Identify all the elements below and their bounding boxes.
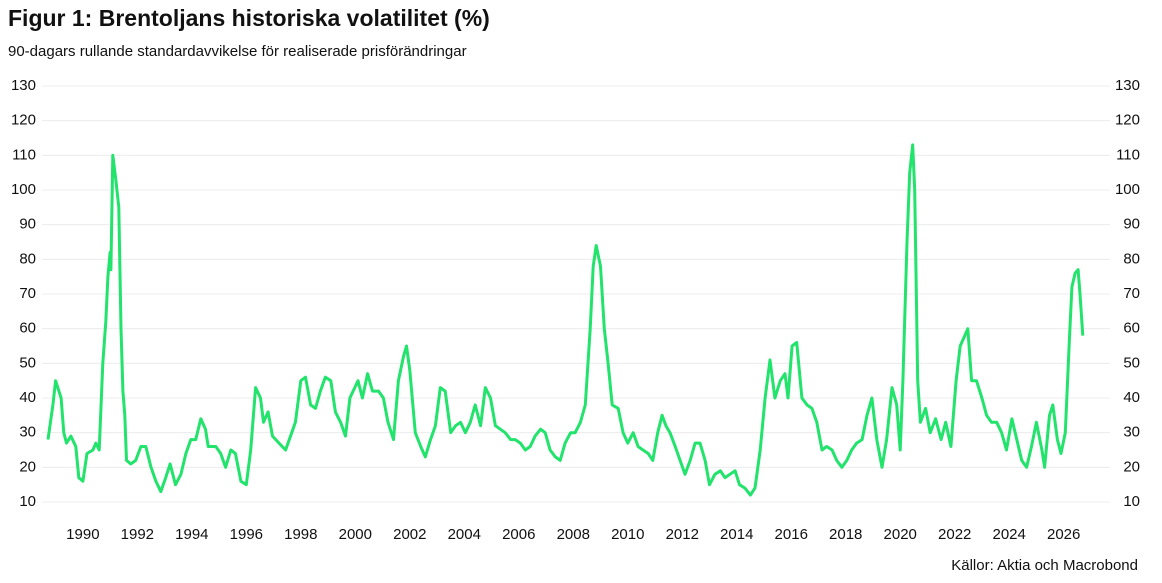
x-tick-label: 2012 xyxy=(666,526,699,543)
line xyxy=(46,143,1085,497)
x-tick-label: 2002 xyxy=(393,526,426,543)
y2-tick-label: 130 xyxy=(1115,77,1140,94)
x-tick-label: 2020 xyxy=(884,526,917,543)
x-tick-label: 1998 xyxy=(284,526,317,543)
y-tick-label: 50 xyxy=(19,354,36,371)
x-tick-label: 2022 xyxy=(938,526,971,543)
x-tick-label: 1992 xyxy=(121,526,154,543)
y-tick-label: 80 xyxy=(19,250,36,267)
y-tick-label: 110 xyxy=(12,146,36,163)
x-tick-label: 2004 xyxy=(448,526,481,543)
x-tick-label: 2016 xyxy=(775,526,808,543)
y2-tick-label: 120 xyxy=(1115,112,1140,129)
x-tick-label: 2026 xyxy=(1047,526,1080,543)
y-tick-label: 30 xyxy=(19,424,36,441)
chart-subtitle: 90-dagars rullande standardavvikelse för… xyxy=(8,43,467,60)
y2-tick-label: 60 xyxy=(1123,320,1140,337)
y-tick-label: 100 xyxy=(11,181,36,198)
x-tick-label: 1990 xyxy=(66,526,99,543)
y-tick-label: 120 xyxy=(11,112,36,129)
y-tick-label: 70 xyxy=(19,285,36,302)
y2-tick-label: 40 xyxy=(1123,389,1140,406)
x-tick-label: 2024 xyxy=(993,526,1026,543)
y2-tick-label: 100 xyxy=(1115,181,1140,198)
y2-tick-label: 50 xyxy=(1123,354,1140,371)
y2-tick-label: 20 xyxy=(1123,458,1140,475)
y-tick-label: 90 xyxy=(19,216,36,233)
x-tick-label: 2000 xyxy=(339,526,372,543)
y-tick-label: 10 xyxy=(19,493,36,510)
y2-tick-label: 80 xyxy=(1123,250,1140,267)
chart-title: Figur 1: Brentoljans historiska volatili… xyxy=(8,5,490,31)
y2-tick-label: 110 xyxy=(1116,146,1140,163)
y2-tick-label: 10 xyxy=(1123,493,1140,510)
x-tick-label: 2018 xyxy=(829,526,862,543)
y2-tick-label: 90 xyxy=(1123,216,1140,233)
source: Källor: Aktia och Macrobond xyxy=(951,557,1138,574)
y-tick-label: 60 xyxy=(19,320,36,337)
y-tick-label: 20 xyxy=(19,458,36,475)
y2-tick-label: 30 xyxy=(1123,424,1140,441)
x-tick-label: 2006 xyxy=(502,526,535,543)
x-tick-label: 2010 xyxy=(611,526,644,543)
x-tick-label: 1996 xyxy=(230,526,263,543)
x-tick-label: 2008 xyxy=(557,526,590,543)
x-tick-label: 2014 xyxy=(720,526,753,543)
x-tick-label: 1994 xyxy=(175,526,208,543)
y-tick-label: 40 xyxy=(19,389,36,406)
y-tick-label: 130 xyxy=(11,77,36,94)
y2-tick-label: 70 xyxy=(1123,285,1140,302)
